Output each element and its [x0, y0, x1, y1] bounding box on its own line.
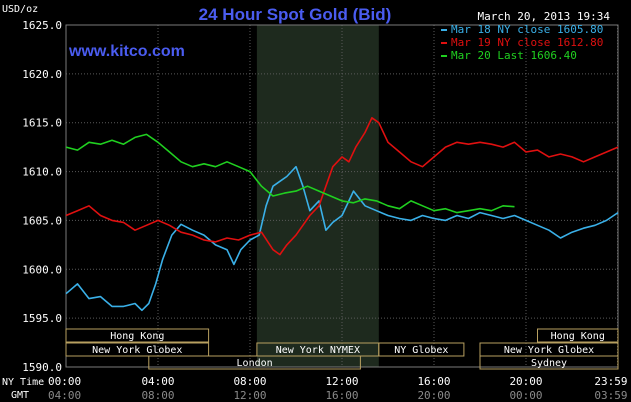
session-box — [65, 342, 210, 357]
plot-area: 1625.0 1620.0 1615.0 1610.0 1605.0 1600.0 1595… — [22, 19, 627, 402]
plot-frame — [65, 24, 619, 368]
nymex-highlight-band — [256, 25, 379, 367]
series-line — [65, 117, 619, 256]
session-label: Sydney — [531, 358, 567, 369]
y-tick-label: 1595.0 — [22, 312, 62, 325]
x-tick-label-ny: 20:00 — [509, 375, 542, 388]
session-label: New York Globex — [92, 345, 182, 356]
x-tick-label-ny: 16:00 — [417, 375, 450, 388]
timestamp: March 20, 2013 19:34 — [478, 10, 611, 23]
x-tick-label-gmt: 20:00 — [417, 389, 450, 402]
x-axis-gmt-label: GMT — [11, 390, 29, 401]
x-tick-label-ny: 00:00 — [48, 375, 81, 388]
series-line — [65, 133, 515, 214]
x-tick-label-ny: 12:00 — [325, 375, 358, 388]
session-box — [479, 355, 619, 370]
x-tick-label-gmt: 00:00 — [509, 389, 542, 402]
y-tick-label: 1620.0 — [22, 68, 62, 81]
x-tick-label-gmt: 04:00 — [48, 389, 81, 402]
legend-entry: Mar 18 NY close 1605.80 — [451, 23, 603, 36]
x-tick-label-gmt: 16:00 — [325, 389, 358, 402]
session-box — [148, 355, 361, 370]
y-tick-label: 1625.0 — [22, 19, 62, 32]
session-label: NY Globex — [394, 345, 448, 356]
x-tick-label-gmt: 03:59 — [594, 389, 627, 402]
source-website: www.kitco.com — [68, 43, 185, 60]
session-box — [65, 328, 210, 343]
y-tick-label: 1610.0 — [22, 166, 62, 179]
series-line — [65, 165, 619, 312]
x-tick-label-gmt: 12:00 — [233, 389, 266, 402]
x-tick-label-gmt: 08:00 — [141, 389, 174, 402]
session-label: New York NYMEX — [276, 345, 360, 356]
x-tick-label-ny: 08:00 — [233, 375, 266, 388]
x-tick-label-ny: 04:00 — [141, 375, 174, 388]
session-box — [537, 328, 619, 343]
session-label: New York Globex — [504, 345, 594, 356]
chart-title: 24 Hour Spot Gold (Bid) — [199, 5, 392, 24]
y-tick-label: 1615.0 — [22, 117, 62, 130]
y-axis-unit-label: USD/oz — [2, 4, 38, 15]
x-tick-label-ny: 23:59 — [594, 375, 627, 388]
session-label: London — [237, 358, 273, 369]
y-tick-label: 1590.0 — [22, 361, 62, 374]
x-axis-ny-time-label: NY Time — [2, 377, 44, 388]
y-tick-label: 1605.0 — [22, 214, 62, 227]
legend-entry: Mar 20 Last 1606.40 — [451, 49, 577, 62]
session-label: Hong Kong — [551, 331, 605, 342]
session-box — [378, 342, 465, 357]
legend-entry: Mar 19 NY close 1612.80 — [451, 36, 603, 49]
y-tick-label: 1600.0 — [22, 263, 62, 276]
session-label: Hong Kong — [110, 331, 164, 342]
